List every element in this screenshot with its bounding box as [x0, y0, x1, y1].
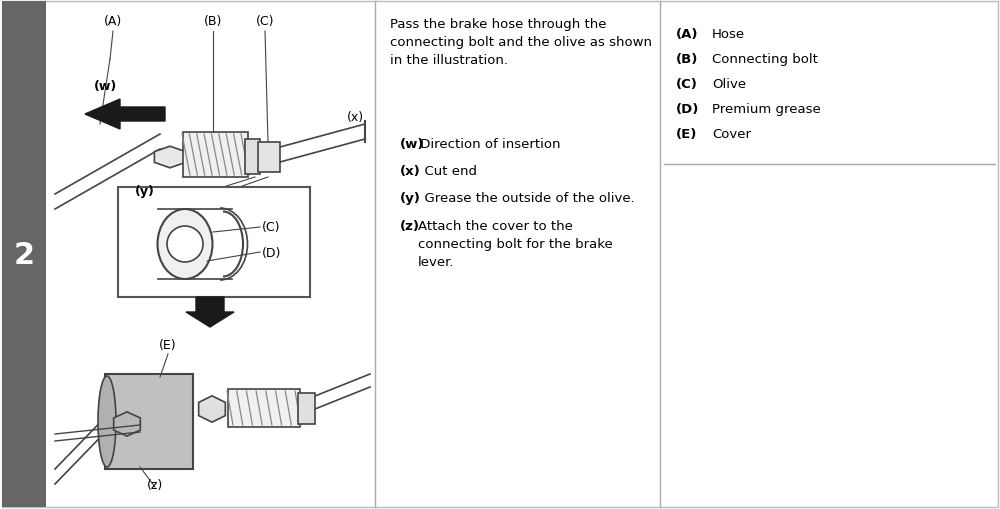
- Polygon shape: [85, 100, 165, 130]
- Text: Olive: Olive: [712, 78, 746, 91]
- Text: Connecting bolt: Connecting bolt: [712, 53, 818, 66]
- Text: (C): (C): [262, 221, 281, 234]
- Text: (x): (x): [347, 111, 364, 124]
- Bar: [183, 133, 248, 178]
- Bar: [258, 143, 280, 173]
- Text: Grease the outside of the olive.: Grease the outside of the olive.: [416, 191, 635, 205]
- Text: (y): (y): [135, 185, 155, 197]
- Circle shape: [167, 227, 203, 263]
- Text: (w): (w): [400, 138, 424, 151]
- Text: (z): (z): [400, 219, 420, 233]
- Text: Cut end: Cut end: [416, 165, 478, 178]
- Bar: [118, 188, 310, 297]
- Bar: [298, 393, 315, 424]
- Text: (C): (C): [676, 78, 698, 91]
- Text: (E): (E): [159, 338, 177, 351]
- Text: (w): (w): [93, 80, 117, 93]
- Text: (A): (A): [104, 15, 122, 28]
- Text: (y): (y): [400, 191, 421, 205]
- Text: (A): (A): [676, 28, 698, 41]
- Text: (D): (D): [262, 246, 281, 259]
- Text: 2: 2: [13, 240, 35, 269]
- Text: Attach the cover to the
connecting bolt for the brake
lever.: Attach the cover to the connecting bolt …: [418, 219, 613, 268]
- Text: Cover: Cover: [712, 128, 751, 140]
- Text: (D): (D): [676, 103, 699, 116]
- Text: (z): (z): [147, 478, 163, 491]
- Bar: [105, 374, 193, 469]
- Polygon shape: [186, 297, 234, 327]
- Ellipse shape: [98, 376, 116, 467]
- Text: (B): (B): [204, 15, 222, 28]
- Text: Hose: Hose: [712, 28, 745, 41]
- Polygon shape: [154, 147, 186, 168]
- Text: (x): (x): [400, 165, 421, 178]
- Text: (C): (C): [256, 15, 274, 28]
- Text: Direction of insertion: Direction of insertion: [416, 138, 561, 151]
- Ellipse shape: [158, 210, 213, 279]
- Text: (B): (B): [676, 53, 698, 66]
- Bar: [2, 2, 46, 507]
- Text: (E): (E): [676, 128, 697, 140]
- Bar: [228, 389, 300, 427]
- Polygon shape: [199, 396, 225, 422]
- Bar: [245, 140, 260, 175]
- Text: Pass the brake hose through the
connecting bolt and the olive as shown
in the il: Pass the brake hose through the connecti…: [390, 18, 652, 67]
- Text: Premium grease: Premium grease: [712, 103, 821, 116]
- Polygon shape: [114, 412, 140, 436]
